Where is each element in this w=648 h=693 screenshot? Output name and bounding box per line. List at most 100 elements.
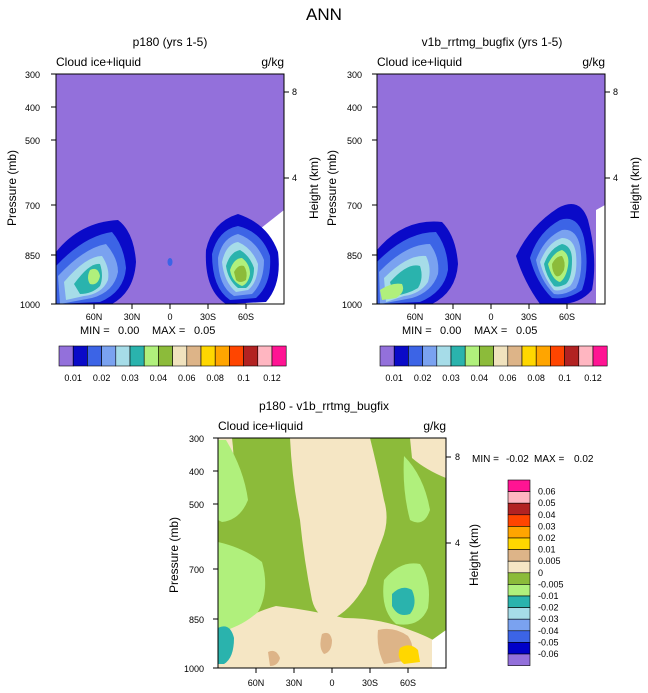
contour-fill bbox=[88, 268, 100, 285]
y-tick-label: 300 bbox=[25, 70, 40, 80]
y-tick-label: 300 bbox=[347, 70, 362, 80]
colorbar-swatch bbox=[379, 345, 395, 367]
y-ticks: 300 400 500 700 850 1000 bbox=[342, 70, 377, 310]
colorbar-swatch bbox=[87, 345, 102, 367]
min-value: -0.02 bbox=[506, 454, 529, 465]
y-tick-label: 400 bbox=[25, 103, 40, 113]
colorbar-swatch bbox=[422, 345, 438, 367]
colorbar-swatch bbox=[507, 618, 531, 632]
x-tick-label: 60S bbox=[400, 678, 416, 688]
colorbar-swatch bbox=[507, 584, 531, 597]
colorbar-swatch bbox=[592, 345, 608, 367]
max-label: MAX = bbox=[534, 454, 564, 465]
colorbar-label: 0 bbox=[538, 568, 543, 578]
colorbar-label: 0.01 bbox=[64, 373, 82, 383]
colorbar-swatch bbox=[129, 345, 145, 367]
y-tick-marks-right bbox=[605, 91, 610, 179]
x-tick-marks bbox=[414, 304, 568, 309]
y-tick-label: 400 bbox=[189, 467, 204, 477]
max-value: 0.02 bbox=[574, 454, 594, 465]
colorbar-swatch bbox=[507, 502, 531, 516]
panel-p180: p180 (yrs 1-5) Cloud ice+liquid g/kg Pre… bbox=[5, 35, 321, 383]
x-tick-label: 30S bbox=[200, 312, 216, 322]
x-ticks: 60N 30N 0 30S 60S bbox=[248, 668, 416, 688]
colorbar-swatch bbox=[243, 345, 259, 367]
x-tick-label: 30N bbox=[445, 312, 462, 322]
colorbar-swatch bbox=[186, 345, 202, 367]
colorbar-swatch bbox=[172, 345, 188, 367]
panel-difference: p180 - v1b_rrtmg_bugfix Cloud ice+liquid… bbox=[167, 399, 594, 688]
colorbar-swatch bbox=[229, 345, 244, 367]
colorbar-swatch bbox=[507, 607, 531, 620]
colorbar-label: 0.01 bbox=[538, 545, 556, 555]
colorbar: 0.01 0.02 0.03 0.04 0.06 0.08 0.1 0.12 bbox=[379, 345, 608, 383]
colorbar-label: 0.08 bbox=[527, 373, 545, 383]
colorbar-label: -0.04 bbox=[538, 626, 559, 636]
x-tick-label: 30S bbox=[521, 312, 537, 322]
colorbar-swatch bbox=[479, 345, 494, 367]
colorbar-label: -0.02 bbox=[538, 603, 559, 613]
colorbar-swatch bbox=[493, 345, 509, 367]
y-tick-label: 700 bbox=[25, 201, 40, 211]
y-tick-label: 1000 bbox=[342, 300, 362, 310]
colorbar-swatch bbox=[550, 345, 565, 367]
colorbar-label: 0.04 bbox=[150, 373, 168, 383]
colorbar-label: -0.03 bbox=[538, 614, 559, 624]
page-title: ANN bbox=[306, 5, 342, 24]
x-tick-marks bbox=[93, 304, 247, 309]
y-axis-label-right: Height (km) bbox=[467, 524, 481, 586]
colorbar-label: 0.005 bbox=[538, 556, 561, 566]
y-tick-label: 400 bbox=[347, 103, 362, 113]
y-axis-label-right: Height (km) bbox=[628, 157, 642, 219]
colorbar-swatch bbox=[72, 345, 88, 367]
colorbar-vertical: 0.060.05 0.040.03 0.02 0.010.005 0-0.005 -0.0… bbox=[507, 479, 564, 666]
contour-fill bbox=[320, 632, 332, 654]
colorbar-swatch bbox=[393, 345, 409, 367]
colorbar-swatch bbox=[450, 345, 466, 367]
colorbar-swatch bbox=[58, 345, 74, 367]
colorbar-label: 0.03 bbox=[538, 521, 556, 531]
y-ticks-right: 8 4 bbox=[605, 87, 618, 183]
colorbar-label: 0.01 bbox=[385, 373, 403, 383]
colorbar-label: -0.05 bbox=[538, 637, 559, 647]
colorbar-label: 0.1 bbox=[237, 373, 250, 383]
colorbar-swatch bbox=[507, 653, 531, 666]
field-label: Cloud ice+liquid bbox=[56, 55, 141, 69]
units-label: g/kg bbox=[423, 419, 446, 433]
max-label: MAX = bbox=[474, 325, 507, 337]
y-tick-marks bbox=[372, 73, 377, 305]
min-label: MIN = bbox=[402, 325, 432, 337]
contour-fill bbox=[392, 587, 415, 615]
x-tick-label: 60N bbox=[407, 312, 424, 322]
colorbar-swatch bbox=[521, 345, 537, 367]
colorbar-label: 0.02 bbox=[538, 533, 556, 543]
colorbar-swatch bbox=[507, 572, 531, 585]
height-tick-label: 4 bbox=[455, 538, 460, 548]
units-label: g/kg bbox=[582, 55, 605, 69]
colorbar-label: 0.02 bbox=[414, 373, 432, 383]
colorbar-swatch bbox=[214, 345, 230, 367]
colorbar-swatch bbox=[257, 345, 273, 367]
x-tick-label: 0 bbox=[167, 312, 172, 322]
x-tick-label: 30S bbox=[362, 678, 378, 688]
y-tick-label: 700 bbox=[347, 201, 362, 211]
panel-v1b-rrtmg-bugfix: v1b_rrtmg_bugfix (yrs 1-5) Cloud ice+liq… bbox=[325, 35, 642, 383]
colorbar-swatch bbox=[143, 345, 159, 367]
height-tick-label: 4 bbox=[292, 173, 297, 183]
y-ticks: 300 400 500 700 850 1000 bbox=[184, 434, 218, 674]
y-tick-label: 300 bbox=[189, 434, 204, 444]
y-tick-label: 500 bbox=[347, 136, 362, 146]
colorbar-swatch bbox=[507, 514, 531, 527]
y-ticks-right: 8 4 bbox=[284, 87, 297, 183]
field-label: Cloud ice+liquid bbox=[218, 419, 303, 433]
colorbar-label: 0.1 bbox=[558, 373, 571, 383]
contour-fill bbox=[167, 258, 173, 266]
colorbar-swatch bbox=[507, 630, 531, 643]
colorbar-swatch bbox=[464, 345, 480, 367]
contour-fill bbox=[398, 645, 420, 664]
colorbar-swatch bbox=[507, 549, 531, 562]
height-tick-label: 4 bbox=[613, 173, 618, 183]
colorbar-swatch bbox=[507, 595, 531, 608]
colorbar-swatch bbox=[507, 491, 531, 504]
y-tick-marks-right bbox=[446, 456, 451, 544]
